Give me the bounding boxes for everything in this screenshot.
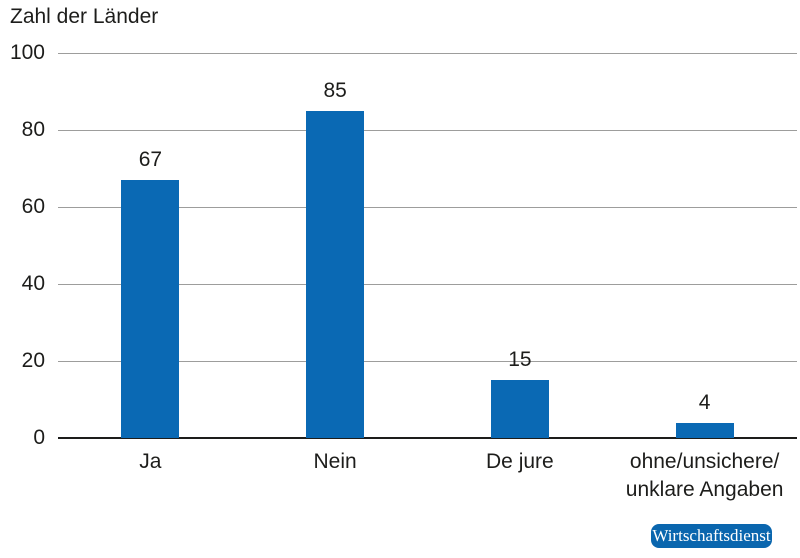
gridline — [58, 207, 797, 208]
x-category-label: De jure — [486, 450, 554, 473]
gridline — [58, 130, 797, 131]
bar-4 — [675, 422, 734, 438]
x-axis-line — [58, 437, 797, 439]
bar-1 — [121, 180, 180, 438]
bar-value-label: 67 — [138, 148, 163, 172]
y-tick-label: 60 — [21, 195, 45, 218]
gridline — [58, 361, 797, 362]
gridline — [58, 53, 797, 54]
gridline — [58, 284, 797, 285]
bar-3 — [490, 380, 549, 438]
y-tick-label: 20 — [21, 349, 45, 372]
chart-title: Zahl der Länder — [10, 5, 159, 28]
y-tick-label: 0 — [33, 426, 45, 449]
bar-value-label: 85 — [323, 78, 347, 102]
x-category-label: Nein — [313, 450, 357, 473]
bar-value-label: 4 — [698, 390, 711, 414]
bar-2 — [306, 110, 365, 438]
y-tick-label: 80 — [21, 118, 45, 141]
y-tick-label: 100 — [9, 41, 45, 64]
x-category-label: Ja — [139, 450, 162, 473]
bar-value-label: 15 — [508, 348, 532, 372]
x-category-label: ohne/unsichere/unklare Angaben — [625, 450, 784, 501]
wirtschaftsdienst-badge: Wirtschaftsdienst — [651, 524, 772, 548]
y-tick-label: 40 — [21, 272, 45, 295]
